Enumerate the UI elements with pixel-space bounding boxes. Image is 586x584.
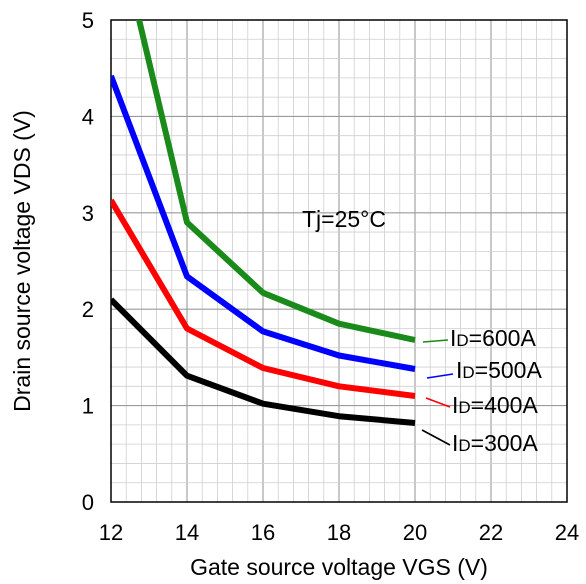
series-label-leader — [425, 397, 451, 408]
x-tick-label: 16 — [251, 520, 275, 545]
y-tick-label: 5 — [82, 8, 94, 33]
x-tick-labels: 12 14 16 18 20 22 24 — [99, 520, 579, 545]
x-tick-label: 18 — [327, 520, 351, 545]
series-label: ID=500A — [456, 357, 542, 383]
series-lines — [111, 20, 416, 426]
series-label: ID=600A — [450, 325, 536, 351]
plot-frame — [110, 19, 568, 503]
y-tick-label: 0 — [82, 490, 94, 515]
y-tick-label: 3 — [82, 201, 94, 226]
x-tick-label: 22 — [479, 520, 503, 545]
y-tick-label: 1 — [82, 394, 94, 419]
y-tick-label: 2 — [82, 297, 94, 322]
y-tick-labels: 0 1 2 3 4 5 — [82, 8, 94, 515]
annotation-temperature: Tj=25°C — [302, 206, 386, 232]
series-line-3 — [111, 297, 416, 426]
x-tick-label: 12 — [99, 520, 123, 545]
series-label-leader — [421, 429, 451, 446]
series-line-0 — [136, 20, 416, 343]
series-line-2 — [111, 198, 416, 399]
series-label: ID=400A — [452, 392, 538, 418]
y-tick-label: 4 — [82, 104, 94, 129]
x-axis-title: Gate source voltage VGS (V) — [190, 554, 488, 580]
x-tick-label: 24 — [555, 520, 579, 545]
series-label: ID=300A — [452, 430, 538, 456]
y-axis-title: Drain source voltage VDS (V) — [9, 110, 35, 412]
series-label-leader — [422, 339, 449, 343]
series-line-1 — [111, 74, 416, 372]
x-tick-label: 14 — [175, 520, 199, 545]
series-label-leader — [426, 373, 454, 379]
x-tick-label: 20 — [403, 520, 427, 545]
series-labels: ID=600A ID=500A ID=400A ID=300A — [421, 325, 542, 456]
